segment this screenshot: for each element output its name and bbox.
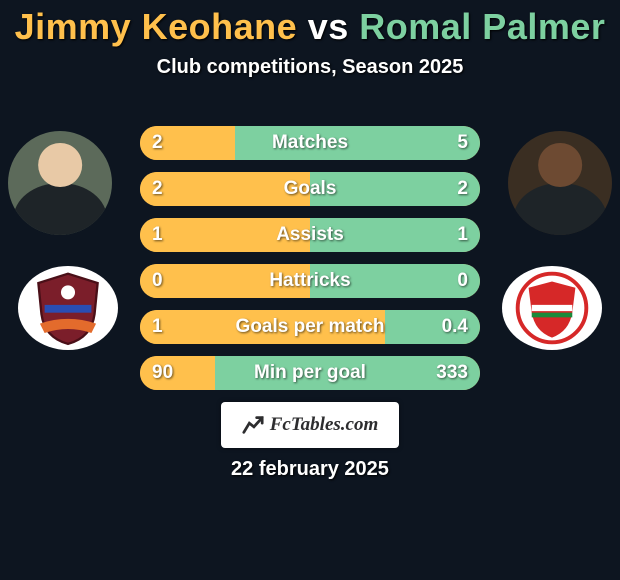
player1-avatar-head <box>38 143 82 187</box>
player2-avatar <box>508 131 612 235</box>
stat-label: Hattricks <box>269 270 350 292</box>
stat-left-value: 2 <box>152 126 163 160</box>
comparison-infographic: Jimmy Keohane vs Romal Palmer Club compe… <box>0 6 620 580</box>
subtitle: Club competitions, Season 2025 <box>0 56 620 79</box>
stat-row: Matches 2 5 <box>140 126 480 160</box>
stat-row: Hattricks 0 0 <box>140 264 480 298</box>
stat-left-value: 2 <box>152 172 163 206</box>
title-vs: vs <box>308 6 349 47</box>
stat-label: Matches <box>272 132 348 154</box>
stat-label: Min per goal <box>254 362 366 384</box>
stat-left-value: 0 <box>152 264 163 298</box>
player2-avatar-body <box>513 183 607 235</box>
stat-label: Goals per match <box>236 316 385 338</box>
fctables-chart-icon <box>242 414 264 436</box>
stat-row: Goals per match 1 0.4 <box>140 310 480 344</box>
stat-right-value: 0.4 <box>442 310 468 344</box>
title-player2: Romal Palmer <box>359 6 605 47</box>
stat-right-value: 0 <box>457 264 468 298</box>
fctables-logo: FcTables.com <box>221 402 399 448</box>
player1-avatar <box>8 131 112 235</box>
stat-left-value: 1 <box>152 310 163 344</box>
stat-right-value: 2 <box>457 172 468 206</box>
stat-right-value: 5 <box>457 126 468 160</box>
stat-label: Goals <box>284 178 337 200</box>
stat-right-value: 333 <box>436 356 468 390</box>
stat-label: Assists <box>276 224 344 246</box>
stat-row: Goals 2 2 <box>140 172 480 206</box>
stat-left-value: 90 <box>152 356 173 390</box>
club1-crest <box>18 266 118 350</box>
stat-row: Assists 1 1 <box>140 218 480 252</box>
fctables-brand-text: FcTables.com <box>270 414 379 436</box>
date-text: 22 february 2025 <box>0 458 620 481</box>
player2-avatar-head <box>538 143 582 187</box>
stat-right-value: 1 <box>457 218 468 252</box>
stat-left-value: 1 <box>152 218 163 252</box>
title-player1: Jimmy Keohane <box>15 6 298 47</box>
club2-crest <box>502 266 602 350</box>
club2-stripe <box>532 305 573 311</box>
club1-ball <box>61 285 75 299</box>
stats-block: Matches 2 5 Goals 2 2 Assists 1 1 Hattricks 0 0 Goal… <box>140 126 480 402</box>
title: Jimmy Keohane vs Romal Palmer <box>0 6 620 48</box>
stat-row: Min per goal 90 333 <box>140 356 480 390</box>
club2-accent <box>532 313 573 318</box>
player1-avatar-body <box>13 183 107 235</box>
club1-stripe <box>45 305 92 313</box>
